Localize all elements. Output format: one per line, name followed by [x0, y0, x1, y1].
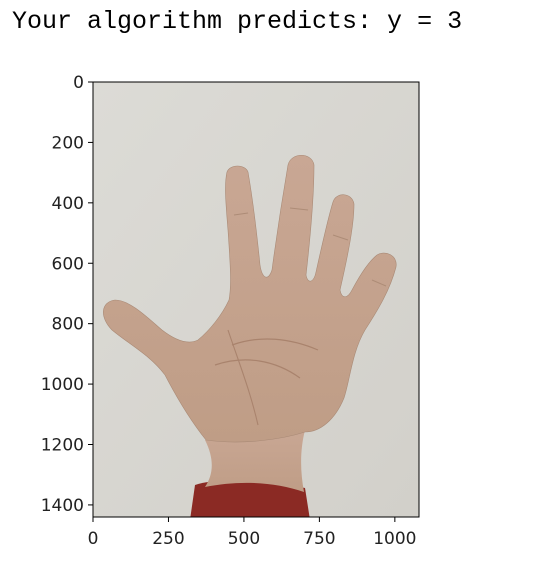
palm-crease-middle — [214, 359, 301, 379]
y-tick-label: 1200 — [41, 436, 84, 456]
y-axis: 0 200 400 600 800 1000 1200 1400 — [41, 73, 93, 516]
x-tick-label: 500 — [228, 529, 260, 549]
prediction-output: Your algorithm predicts: y = 3 — [12, 6, 462, 38]
y-tick-label: 0 — [73, 73, 84, 93]
y-tick-label: 600 — [52, 254, 84, 274]
palm-crease-top — [231, 338, 319, 351]
y-tick-label: 800 — [52, 315, 84, 335]
y-tick-label: 200 — [52, 133, 84, 153]
prediction-prefix: Your algorithm predicts: y = — [12, 7, 448, 36]
y-tick-label: 1400 — [41, 496, 84, 516]
palm-crease-life — [227, 329, 259, 426]
x-axis: 0 250 500 750 1000 — [88, 517, 416, 549]
axes-frame — [92, 81, 420, 518]
prediction-value: 3 — [447, 7, 463, 36]
y-tick-label: 400 — [52, 194, 84, 214]
knuckle-line — [332, 234, 349, 241]
wrist — [205, 430, 305, 492]
knuckle-line — [371, 279, 387, 287]
knuckle-line — [233, 212, 249, 216]
hand — [103, 154, 397, 443]
knuckle-line — [289, 207, 309, 211]
x-tick-label: 0 — [88, 529, 99, 549]
x-tick-label: 250 — [152, 529, 184, 549]
x-tick-label: 750 — [303, 529, 335, 549]
sleeve — [190, 480, 310, 517]
hand-photo — [93, 82, 419, 517]
y-tick-label: 1000 — [41, 375, 84, 395]
x-tick-label: 1000 — [373, 529, 416, 549]
